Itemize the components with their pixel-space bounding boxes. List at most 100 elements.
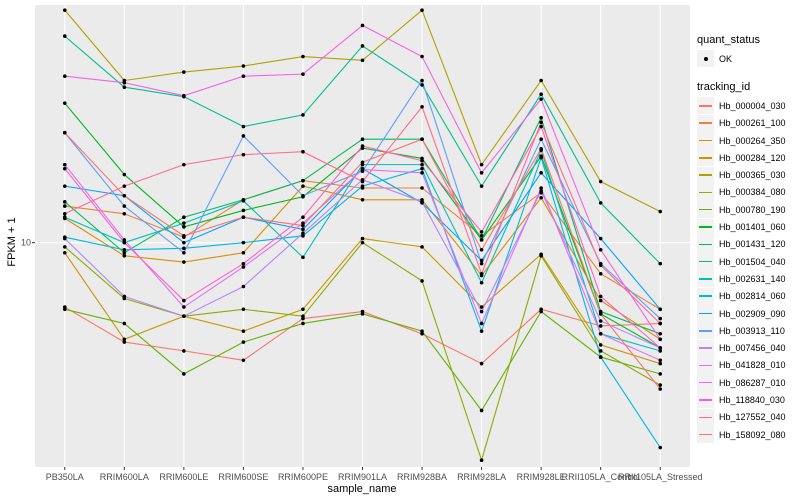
data-point-Hb_001401_060 (241, 208, 246, 213)
line-swatch-icon (699, 330, 712, 332)
data-point-Hb_000261_100 (479, 234, 484, 238)
legend-label: Hb_158092_080 (719, 429, 786, 440)
legend-entry: Hb_002909_090 (697, 305, 786, 322)
data-point-Hb_003913_110 (122, 204, 127, 208)
data-point-Hb_118840_030 (182, 298, 186, 303)
data-point-Hb_041828_010 (360, 167, 365, 172)
legend-label: Hb_000261_100 (719, 118, 786, 129)
data-point-Hb_001504_040 (539, 92, 543, 97)
data-point-Hb_000384_080 (62, 245, 67, 249)
data-point-Hb_086287_010 (182, 93, 186, 98)
data-point-Hb_000004_030 (241, 358, 246, 363)
data-point-Hb_003913_110 (539, 137, 543, 142)
data-point-Hb_000384_080 (241, 307, 246, 312)
legend-key-line (697, 132, 714, 150)
legend-entry: Hb_000284_120 (697, 149, 786, 167)
x-tick-label: RRIM928LA (457, 472, 506, 482)
line-swatch-icon (699, 433, 712, 436)
data-point-Hb_041828_010 (62, 162, 67, 167)
data-point-Hb_000780_190 (62, 307, 67, 312)
data-point-Hb_007456_040 (598, 319, 603, 323)
x-tick-label: PB350LA (46, 472, 84, 482)
data-point-Hb_002631_140 (420, 162, 424, 167)
x-tick-label: RRIM928BA (397, 472, 447, 482)
data-point-Hb_118840_030 (360, 144, 365, 148)
legend-label: Hb_086287_010 (719, 377, 786, 388)
line-swatch-icon (699, 278, 712, 280)
data-point-Hb_158092_080 (241, 215, 246, 220)
data-point-Hb_000365_030 (539, 78, 543, 83)
data-point-Hb_007456_040 (420, 200, 424, 204)
data-point-Hb_127552_040 (182, 162, 186, 167)
legend-key-line (697, 183, 714, 201)
data-point-Hb_000365_030 (658, 209, 663, 214)
data-point-Hb_000284_120 (241, 329, 246, 333)
legend-entry: Hb_041828_010 (697, 356, 786, 374)
data-point-Hb_127552_040 (598, 263, 603, 268)
data-point-Hb_118840_030 (241, 261, 246, 266)
legend-key-line (697, 322, 714, 340)
legend-label: Hb_000264_350 (719, 135, 786, 146)
data-point-Hb_158092_080 (658, 387, 663, 391)
data-point-Hb_000780_190 (539, 309, 543, 314)
data-point-Hb_002631_140 (301, 255, 305, 260)
data-point-Hb_003913_110 (479, 261, 484, 266)
legend-label: Hb_041828_010 (719, 360, 786, 371)
data-point-Hb_000780_190 (658, 372, 663, 376)
data-point-Hb_002631_140 (62, 215, 67, 220)
legend-key-line (697, 305, 714, 322)
data-point-Hb_127552_040 (122, 184, 127, 188)
data-point-Hb_000780_190 (360, 312, 365, 316)
line-swatch-icon (699, 399, 712, 401)
data-point-Hb_002814_060 (479, 329, 484, 333)
data-point-Hb_000384_080 (360, 240, 365, 245)
data-point-Hb_158092_080 (301, 223, 305, 228)
data-point-Hb_000780_190 (182, 372, 186, 376)
data-point-Hb_002814_060 (598, 355, 603, 359)
data-point-Hb_000264_350 (122, 253, 127, 258)
data-point-Hb_000365_030 (301, 54, 305, 59)
data-point-Hb_118840_030 (658, 346, 663, 350)
data-point-Hb_007456_040 (62, 236, 67, 241)
data-point-Hb_001504_040 (62, 34, 67, 38)
data-point-Hb_000261_100 (598, 271, 603, 276)
data-point-Hb_041828_010 (479, 321, 484, 326)
data-point-Hb_000780_190 (122, 321, 127, 326)
legend-entry: Hb_002814_060 (697, 287, 786, 305)
data-point-Hb_001504_040 (658, 261, 663, 266)
data-point-Hb_086287_010 (62, 74, 67, 79)
data-point-Hb_000284_120 (479, 305, 484, 309)
data-point-Hb_000264_350 (241, 250, 246, 255)
data-point-Hb_041828_010 (598, 332, 603, 336)
line-swatch-icon (699, 312, 712, 315)
legend-series-list: Hb_000004_030 Hb_000261_100 Hb_000264_350 H… (697, 97, 786, 444)
legend-label: Hb_002909_090 (719, 308, 786, 319)
legend-label: Hb_000780_190 (719, 204, 786, 215)
line-swatch-icon (699, 381, 712, 384)
series-points (62, 8, 663, 462)
data-point-Hb_158092_080 (479, 247, 484, 252)
line-swatch-icon (699, 243, 712, 246)
data-point-Hb_007456_040 (479, 309, 484, 314)
legend-entry: Hb_000261_100 (697, 114, 786, 132)
legend-label: Hb_001431_120 (719, 239, 786, 250)
data-point-Hb_118840_030 (301, 215, 305, 220)
data-point-Hb_001431_120 (182, 215, 186, 220)
data-point-Hb_007456_040 (182, 314, 186, 318)
line-swatch-icon (699, 105, 712, 107)
data-point-Hb_041828_010 (182, 305, 186, 309)
x-tick-label: RRIM600PE (278, 472, 328, 482)
line-swatch-icon (699, 139, 712, 142)
legend-entry: Hb_001401_060 (697, 218, 786, 236)
data-point-Hb_002909_090 (658, 307, 663, 312)
data-point-Hb_002909_090 (598, 236, 603, 241)
data-point-Hb_000004_030 (122, 340, 127, 344)
data-point-Hb_086287_010 (360, 23, 365, 28)
data-point-Hb_000384_080 (598, 349, 603, 353)
data-point-Hb_002631_140 (182, 221, 186, 225)
data-point-Hb_001504_040 (301, 113, 305, 117)
line-swatch-icon (699, 347, 712, 349)
legend-key-line (697, 235, 714, 253)
data-point-Hb_000264_350 (598, 298, 603, 303)
data-point-Hb_001431_120 (301, 178, 305, 183)
